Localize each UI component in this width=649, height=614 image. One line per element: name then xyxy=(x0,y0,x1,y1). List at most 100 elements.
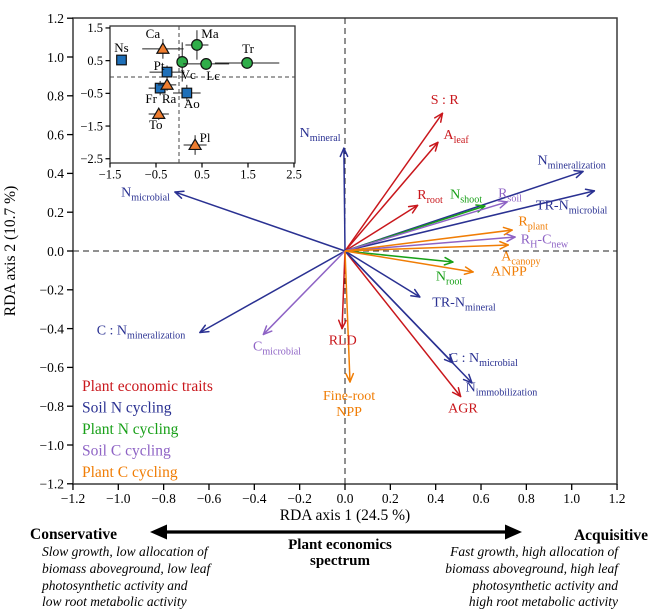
arrow-shaft xyxy=(344,250,474,273)
arrow-label-c-n-mineralization: C : Nmineralization xyxy=(97,323,186,341)
x-tick-label: 0.2 xyxy=(382,491,399,506)
arrow-head xyxy=(503,229,513,236)
point-label-pt: Pt xyxy=(154,58,165,73)
arrow-shaft xyxy=(344,201,508,252)
arrow-label-c-n-microbial: C : Nmicrobial xyxy=(449,351,518,369)
inset-y-tick-label: −1.5 xyxy=(80,119,103,133)
marker-square xyxy=(116,54,127,66)
arrow-head xyxy=(434,141,439,152)
x-tick-label: 0.8 xyxy=(518,491,535,506)
arrow-label-tr-n-microbial: TR-Nmicrobial xyxy=(536,199,607,217)
spectrum-title: Plant economics spectrum xyxy=(288,537,392,569)
arrow-head xyxy=(497,200,508,203)
arrow-r-root xyxy=(344,204,419,252)
arrow-head xyxy=(262,330,273,336)
arrow-shaft xyxy=(343,148,346,252)
arrow-agr xyxy=(344,250,462,398)
arrow-shaft xyxy=(341,250,346,329)
marker-square xyxy=(161,66,173,78)
arrow-head xyxy=(343,147,349,158)
arrow-label-n-immobilization: Nimmobilization xyxy=(466,380,538,398)
point-ns xyxy=(116,54,127,66)
marker-circle xyxy=(176,56,189,68)
y-tick-label: −0.4 xyxy=(40,321,65,336)
marker-circle xyxy=(191,39,203,51)
x-tick-label: −0.6 xyxy=(197,491,222,506)
arrow-n-microbial xyxy=(174,190,346,252)
arrow-shaft xyxy=(199,250,346,334)
arrow-head xyxy=(464,266,474,273)
arrow-shaft xyxy=(344,250,351,382)
arrow-head xyxy=(339,147,345,158)
inset-x-tick-label: 0.5 xyxy=(194,168,210,182)
point-label-ca: Ca xyxy=(146,26,161,41)
x-tick-label: 0.4 xyxy=(427,491,444,506)
point-label-fr: Fr xyxy=(145,91,157,106)
y-tick-label: −0.6 xyxy=(40,360,65,375)
inset-y-tick-label: −2.5 xyxy=(80,152,103,166)
arrow-label-n-root: Nroot xyxy=(436,270,463,288)
arrow-r-soil xyxy=(344,200,508,252)
arrow-head xyxy=(475,204,486,207)
y-tick-label: 0.0 xyxy=(47,244,64,259)
arrow-head xyxy=(174,190,185,193)
arrow-head xyxy=(199,330,210,334)
arrow-fine-root xyxy=(344,250,355,383)
x-axis-title: RDA axis 1 (24.5 %) xyxy=(280,507,410,524)
arrow-head xyxy=(341,319,347,330)
acquisitive-label: Acquisitive xyxy=(573,527,648,544)
arrow-head xyxy=(505,233,516,238)
arrow-r-plant xyxy=(344,226,513,252)
point-label-lc: Lc xyxy=(206,68,220,83)
x-tick-label: −1.2 xyxy=(61,491,86,506)
arrow-head xyxy=(444,256,454,263)
arrow-head xyxy=(575,170,584,179)
inset-x-tick-label: 1.5 xyxy=(240,168,256,182)
point-ao xyxy=(173,84,201,102)
arrow-head xyxy=(462,378,473,384)
y-tick-label: 0.2 xyxy=(47,205,64,220)
arrow-anpp xyxy=(344,250,474,275)
conservative-description: Slow growth, low allocation of biomass a… xyxy=(42,544,211,610)
arrow-head xyxy=(463,271,474,275)
arrow-head xyxy=(573,169,584,173)
arrow-head xyxy=(174,191,183,199)
marker-square xyxy=(181,87,193,99)
arrow-label-r-soil: Rsoil xyxy=(498,186,522,204)
arrow-rld xyxy=(337,250,347,330)
inset-point-labels: Ma Tr Vc Lc Ns Pt Fr Ao Ca Ra To Pl xyxy=(114,26,254,145)
arrow-head xyxy=(349,372,355,383)
inset-x-tick-label: −0.5 xyxy=(145,168,168,182)
arrow-label-tr-n-mineral: TR-Nmineral xyxy=(432,296,496,314)
arrow-label-s-r: S : R xyxy=(431,93,460,108)
x-tick-label: −1.0 xyxy=(106,491,131,506)
arrow-shaft xyxy=(344,250,473,384)
arrow-shaft xyxy=(262,250,346,335)
legend-item-soil-n-cycling: Soil N cycling xyxy=(82,400,172,417)
arrow-label-a-leaf: Aleaf xyxy=(443,128,469,146)
arrow-s-r xyxy=(344,112,444,252)
arrow-label-anpp: ANPP xyxy=(491,264,527,279)
y-tick-label: −1.0 xyxy=(40,438,65,453)
point-tr xyxy=(214,57,280,69)
arrow-shaft xyxy=(344,244,509,252)
arrow-shaft xyxy=(344,229,513,252)
arrow-shaft xyxy=(174,191,346,252)
arrow-head xyxy=(586,190,596,198)
arrow-label-rld: RLD xyxy=(329,334,357,349)
y-tick-label: 0.6 xyxy=(47,127,64,142)
arrow-head xyxy=(502,226,513,231)
conservative-label: Conservative xyxy=(30,526,117,543)
y-tick-label: 1.2 xyxy=(47,11,64,26)
arrow-head xyxy=(443,261,454,266)
spectrum-arrow-right-head xyxy=(505,524,522,540)
arrow-a-leaf xyxy=(344,141,439,252)
point-label-tr: Tr xyxy=(242,41,254,56)
arrow-head xyxy=(262,325,268,336)
arrow-head xyxy=(439,112,444,123)
point-pl xyxy=(183,135,207,155)
legend-item-plant-economic-traits: Plant economic traits xyxy=(82,378,213,395)
x-tick-label: 0.0 xyxy=(337,491,354,506)
arrow-label-n-mineralization: Nmineralization xyxy=(538,153,606,171)
y-tick-label: 0.4 xyxy=(47,166,64,181)
